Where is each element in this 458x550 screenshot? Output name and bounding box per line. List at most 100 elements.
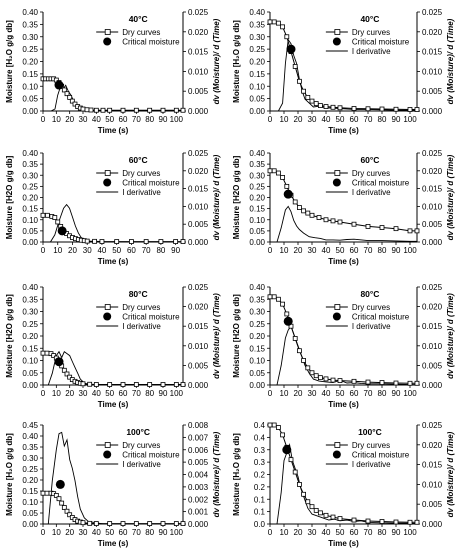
x-tick-label: 20 [294, 389, 303, 398]
x-tick-label: 80 [378, 246, 387, 255]
x-tick-label: 40 [92, 115, 101, 124]
y2-tick-label: 0.005 [188, 87, 209, 96]
x-tick-label: 0 [41, 115, 46, 124]
legend-label-dry: Dry curves [122, 169, 160, 178]
y-tick-label: 0.10 [22, 216, 38, 225]
x-tick-label: 50 [336, 246, 345, 255]
dry-curve-point [160, 521, 166, 526]
y-tick-label: 0.30 [249, 308, 265, 317]
x-tick-label: 0 [41, 389, 46, 398]
y-tick-label: 0.35 [22, 443, 38, 452]
dry-curve-point [301, 491, 307, 497]
dry-curve-point [323, 512, 329, 518]
x-tick-label: 0 [268, 528, 273, 537]
x-tick-label: 20 [65, 389, 74, 398]
y2-tick-label: 0.000 [188, 520, 209, 529]
dry-curve-point [88, 107, 94, 113]
x-tick-label: 70 [364, 115, 373, 124]
y-tick-label: 0.35 [249, 160, 265, 169]
y2-tick-label: 0.005 [188, 361, 209, 370]
y2-tick-label: 0.000 [188, 107, 209, 116]
x-tick-label: 80 [378, 115, 387, 124]
y-tick-label: 0.1 [254, 495, 266, 504]
x-tick-label: 20 [294, 246, 303, 255]
dry-curve-line [270, 296, 417, 384]
y2-axis-label: dv (Moisture)/ d (Time) [446, 154, 455, 240]
critical-moisture-point [283, 189, 293, 199]
dry-curve-point [40, 350, 46, 356]
x-tick-label: 0 [268, 246, 273, 255]
y2-tick-label: 0.004 [188, 471, 209, 480]
y2-tick-label: 0.002 [188, 495, 209, 504]
y2-tick-label: 0.010 [188, 67, 209, 76]
x-tick-label: 10 [53, 246, 62, 255]
dry-curve-point [407, 107, 413, 112]
dry-curve-point [133, 382, 139, 387]
y-tick-label: 0.00 [249, 381, 265, 390]
y2-tick-label: 0.025 [188, 149, 209, 158]
y2-tick-label: 0.015 [188, 185, 209, 194]
legend-dry-marker [334, 170, 341, 176]
dry-curve-point [317, 103, 323, 108]
dry-curve-point [99, 239, 105, 244]
dry-curve-point [365, 224, 371, 229]
y-tick-label: 0.25 [249, 320, 265, 329]
y-tick-label: 0.25 [249, 45, 265, 54]
dry-curve-point [337, 219, 343, 225]
critical-moisture-point [283, 316, 293, 326]
x-tick-label: 70 [364, 246, 373, 255]
dry-curve-point [292, 199, 298, 205]
y-tick-label: 0.05 [22, 227, 38, 236]
y2-tick-label: 0.000 [188, 381, 209, 390]
y-tick-label: 0.20 [22, 58, 38, 67]
dry-curve-point [107, 521, 113, 526]
dry-curve-point [275, 296, 281, 302]
dry-curve-point [87, 381, 93, 387]
x-tick-label: 70 [132, 528, 141, 537]
dry-curve-point [309, 98, 315, 104]
critical-moisture-point [282, 445, 292, 455]
chart-panel-4: 0 10 20 30 40 50 60 70 80 90 100 0.00 0.05 0.10 0.15 0.… [232, 149, 455, 266]
dry-curve-point [271, 19, 277, 25]
legend-label-crit: Critical moisture [122, 179, 180, 188]
y-tick-label: 0.40 [22, 432, 38, 441]
dry-curve-point [275, 170, 281, 176]
dry-curve-point [323, 376, 329, 382]
legend-label-dry: Dry curves [352, 28, 390, 37]
dry-curve-point [52, 215, 58, 220]
y-tick-label: 0.25 [22, 45, 38, 54]
y2-tick-label: 0.020 [422, 441, 443, 450]
y-tick-label: 0.25 [249, 182, 265, 191]
dry-curve-point [180, 107, 186, 113]
x-tick-label: 60 [350, 115, 359, 124]
dry-curve-point [407, 519, 413, 525]
dry-curve-point [301, 208, 307, 214]
y2-tick-label: 0.010 [422, 67, 443, 76]
y-tick-label: 0.40 [22, 8, 38, 17]
critical-moisture-point [54, 80, 64, 90]
y-tick-label: 0.00 [22, 381, 38, 390]
x-tick-label: 10 [52, 389, 61, 398]
dry-curve-point [180, 521, 186, 526]
dry-curve-point [44, 350, 50, 356]
y-tick-label: 0.30 [22, 308, 38, 317]
y-axis-label: Moisture [H₂O g/g db] [232, 20, 241, 103]
derivative-line [270, 38, 418, 112]
y-axis-label: Moisture [H2O g/g db] [5, 155, 14, 239]
y-tick-label: 0.30 [249, 171, 265, 180]
legend-dry-marker [334, 304, 341, 310]
x-axis-label: Time (s) [98, 257, 129, 266]
derivative-line [43, 203, 183, 243]
dry-curve-point [393, 106, 399, 112]
dry-curve-point [180, 382, 186, 387]
x-tick-label: 40 [322, 389, 331, 398]
legend-label-deriv: I derivative [352, 188, 391, 197]
y-tick-label: 0.05 [22, 509, 38, 518]
y-tick-label: 0.40 [22, 283, 38, 292]
critical-moisture-point [57, 226, 67, 236]
critical-moisture-point [54, 357, 64, 367]
x-tick-label: 70 [132, 115, 141, 124]
dry-curve-point [301, 358, 307, 363]
dry-curve-point [147, 521, 153, 526]
dry-curve-point [271, 294, 277, 300]
